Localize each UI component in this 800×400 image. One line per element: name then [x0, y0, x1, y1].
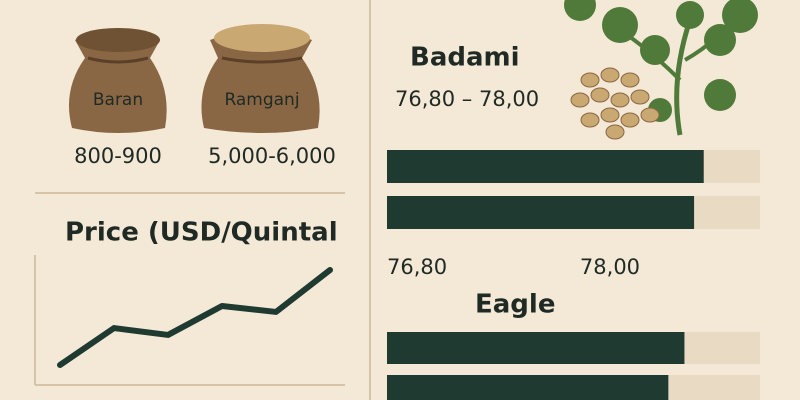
price-range: 76,80 – 78,00: [395, 87, 539, 111]
sack-icon: [68, 28, 167, 133]
price-line: [57, 266, 333, 368]
sack-icon: [201, 24, 320, 133]
bar: [387, 150, 704, 183]
sack-label: Ramganj: [224, 90, 299, 110]
price-range: 800-900: [74, 144, 162, 168]
bar: [387, 332, 685, 364]
bar: [387, 196, 695, 229]
chart-title: Price (USD/Quintal: [65, 218, 338, 248]
x-tick-label: 76,80: [387, 255, 447, 279]
bar: [387, 375, 669, 400]
variety-title: Badami: [410, 43, 520, 73]
seed-pile: [570, 67, 660, 140]
variety-title: Eagle: [475, 290, 555, 320]
coriander-illustration: [564, 0, 758, 136]
price-range: 5,000-6,000: [208, 144, 336, 168]
sack-label: Baran: [93, 90, 143, 110]
x-tick-label: 78,00: [580, 255, 640, 279]
